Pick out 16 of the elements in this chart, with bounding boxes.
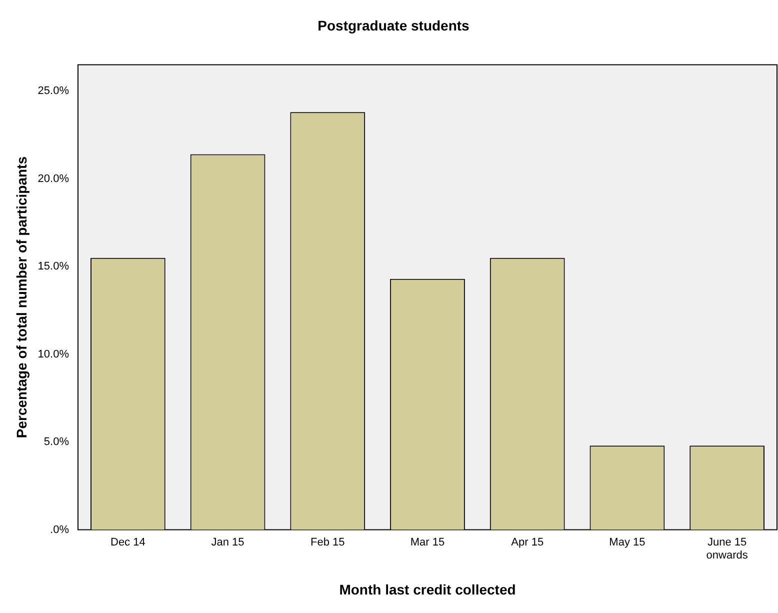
x-tick-label: Jan 15 bbox=[211, 536, 244, 548]
chart-title: Postgraduate students bbox=[318, 17, 470, 34]
y-tick-label: .0% bbox=[50, 524, 70, 536]
x-tick-label: Apr 15 bbox=[511, 536, 544, 548]
y-axis-title: Percentage of total number of participants bbox=[13, 156, 30, 438]
y-tick-label: 20.0% bbox=[38, 172, 70, 185]
y-tick-label: 5.0% bbox=[44, 436, 70, 448]
x-tick-label: Dec 14 bbox=[110, 536, 146, 548]
y-tick-label: 25.0% bbox=[38, 85, 70, 98]
x-tick-label: May 15 bbox=[609, 536, 646, 548]
x-tick-label: June 15 onwards bbox=[706, 536, 748, 562]
y-tick-label: 15.0% bbox=[38, 260, 70, 273]
x-axis-title: Month last credit collected bbox=[339, 581, 516, 598]
x-tick-label: Mar 15 bbox=[410, 536, 445, 548]
y-tick-label: 10.0% bbox=[38, 348, 70, 360]
x-tick-label: Feb 15 bbox=[310, 536, 345, 548]
